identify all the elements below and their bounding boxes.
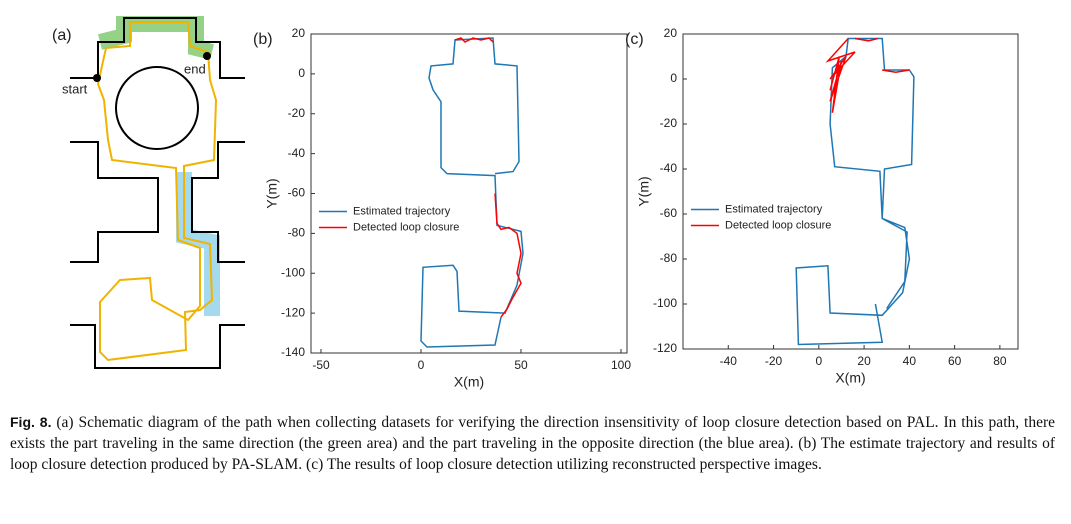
y-tick-label: -60	[660, 206, 678, 220]
x-tick-label: 60	[948, 354, 962, 368]
x-tick-label: 50	[514, 358, 528, 372]
y-tick-label: -40	[660, 161, 678, 175]
x-tick-label: 20	[857, 354, 871, 368]
legend-label: Estimated trajectory	[725, 203, 823, 215]
caption-text: (a) Schematic diagram of the path when c…	[10, 414, 1056, 473]
y-tick-label: 0	[670, 71, 677, 85]
x-axis-label: X(m)	[835, 370, 865, 386]
y-tick-label: -60	[288, 186, 306, 200]
trajectory	[420, 37, 524, 348]
x-tick-label: 40	[903, 354, 917, 368]
legend-label: Detected loop closure	[725, 219, 831, 231]
x-tick-label: -50	[312, 358, 330, 372]
plot-area	[310, 33, 628, 354]
y-tick-label: -80	[288, 226, 306, 240]
y-tick-label: -140	[281, 345, 305, 359]
legend-label: Detected loop closure	[353, 221, 459, 233]
schematic: (a) start end	[52, 16, 245, 369]
trajectory	[454, 37, 522, 318]
end-label: end	[184, 61, 206, 76]
wall	[70, 17, 245, 79]
y-tick-label: -100	[653, 296, 677, 310]
y-axis-label: Y(m)	[264, 178, 280, 208]
y-axis-label: Y(m)	[636, 176, 652, 206]
obstacle	[115, 66, 199, 150]
y-tick-label: -80	[660, 251, 678, 265]
start-point	[93, 74, 101, 82]
panel-label: (a)	[52, 27, 72, 44]
start-label: start	[62, 81, 88, 96]
caption-label: Fig. 8.	[10, 414, 52, 430]
panel-label: (b)	[253, 31, 273, 48]
y-tick-label: -20	[660, 116, 678, 130]
wall	[70, 141, 159, 263]
plot-area	[682, 33, 1019, 350]
figure: (a) start end -50 0 50 100 -140 -120 -100 -80 -6…	[52, 16, 1019, 390]
x-tick-label: 80	[993, 354, 1007, 368]
y-tick-label: -120	[281, 305, 305, 319]
trajectory	[825, 37, 910, 113]
legend-label: Estimated trajectory	[353, 205, 451, 217]
x-tick-label: -40	[720, 354, 738, 368]
caption: Fig. 8. (a) Schematic diagram of the pat…	[10, 412, 1055, 475]
path	[96, 21, 218, 362]
y-tick-label: 20	[292, 26, 306, 40]
x-tick-label: -20	[765, 354, 783, 368]
y-tick-label: -120	[653, 341, 677, 355]
x-tick-label: 0	[418, 358, 425, 372]
y-tick-label: 20	[664, 26, 678, 40]
panel-label: (c)	[625, 31, 644, 48]
y-tick-label: -20	[288, 106, 306, 120]
trajectory	[795, 37, 915, 346]
end-point	[203, 52, 211, 60]
wall	[191, 141, 245, 263]
x-axis-label: X(m)	[454, 374, 484, 390]
y-tick-label: 0	[298, 66, 305, 80]
x-tick-label: 100	[611, 358, 631, 372]
x-tick-label: 0	[815, 354, 822, 368]
y-tick-label: -40	[288, 146, 306, 160]
y-tick-label: -100	[281, 265, 305, 279]
wall	[70, 324, 245, 369]
